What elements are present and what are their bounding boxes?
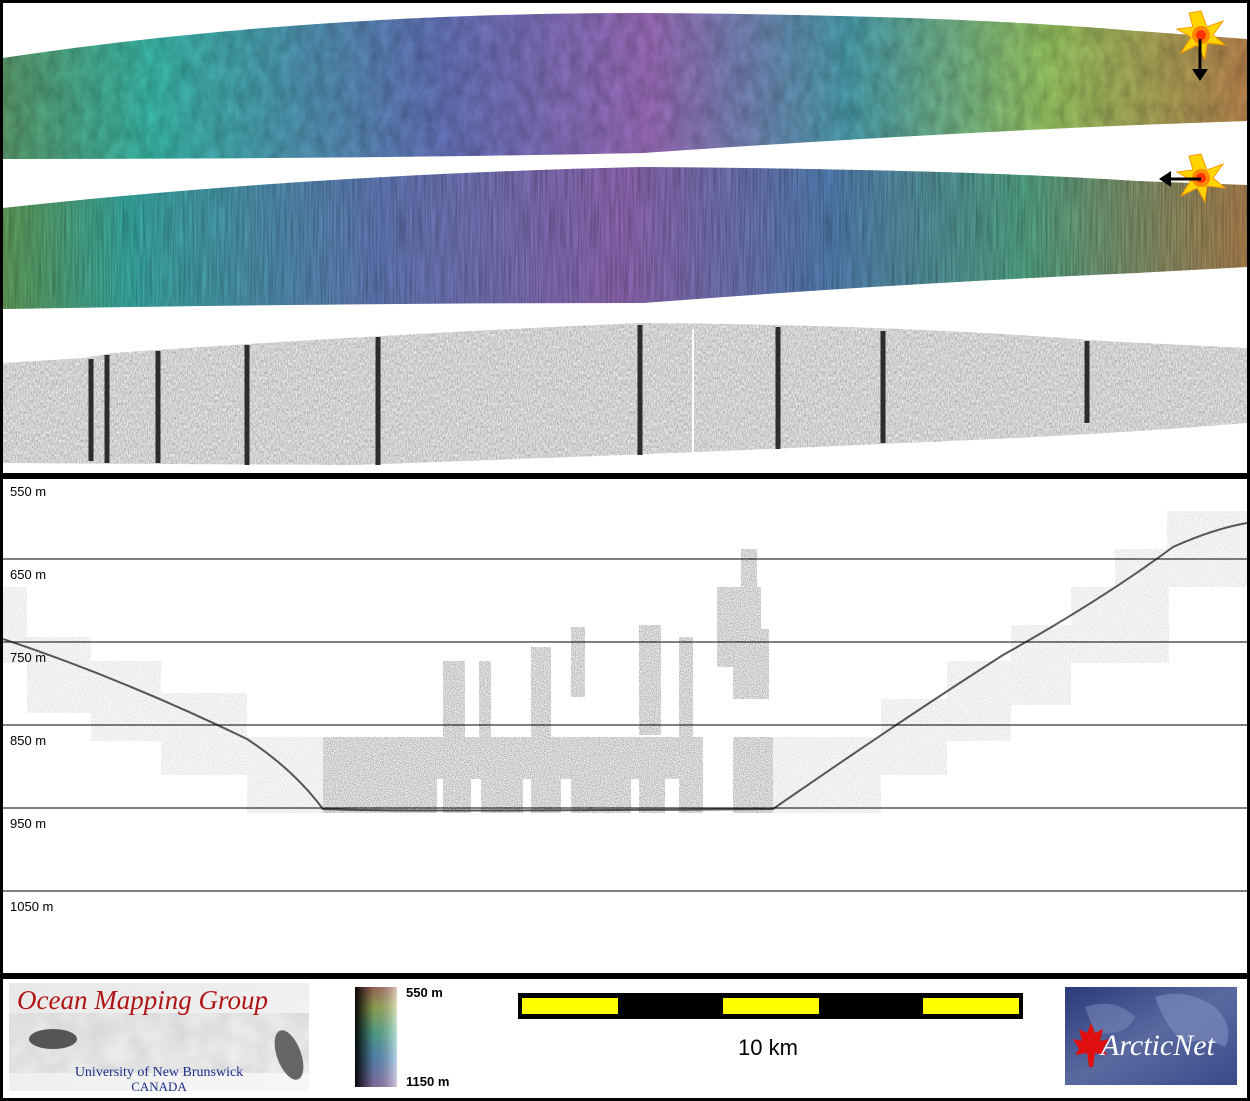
omg-country: CANADA <box>131 1079 187 1094</box>
colorbar-top-label: 550 m <box>406 985 443 1000</box>
legend-footer: Ocean Mapping Group University of New Br… <box>3 979 1247 1098</box>
arrow-left-icon <box>1159 171 1201 187</box>
depth-grid <box>3 558 1247 892</box>
omg-logo-artwork <box>9 983 309 1091</box>
swath-strips <box>3 10 1247 465</box>
colorbar-ramp <box>355 987 397 1087</box>
omg-university: University of New Brunswick <box>74 1065 244 1080</box>
centre-gaps <box>437 737 733 813</box>
scale-segment <box>723 998 819 1014</box>
arcticnet-logo-artwork <box>1065 987 1237 1085</box>
scale-segment <box>522 998 618 1014</box>
depth-colorbar <box>355 987 397 1087</box>
backscatter-strip <box>3 323 1247 465</box>
arrow-down-icon <box>1192 39 1208 81</box>
sonar-blocks-centre <box>323 549 773 813</box>
sonar-fish-silhouette <box>274 1030 304 1080</box>
omg-title: Ocean Mapping Group <box>17 985 268 1015</box>
scale-bar <box>518 993 1023 1019</box>
depth-label-850: 850 m <box>10 733 47 748</box>
colorbar-bottom-label: 1150 m <box>406 1074 450 1089</box>
depth-label-950: 950 m <box>10 816 47 831</box>
ocean-mapping-group-logo: Ocean Mapping Group University of New Br… <box>9 983 309 1094</box>
depth-label-550: 550 m <box>10 484 47 499</box>
scale-bar-label: 10 km <box>738 1035 798 1060</box>
depth-label-750: 750 m <box>10 650 47 665</box>
arcticnet-wordmark: ArcticNet <box>1101 1029 1215 1062</box>
depth-label-1050: 1050 m <box>10 899 54 914</box>
swath-panel <box>3 3 1247 473</box>
arcticnet-logo <box>1065 987 1237 1085</box>
scale-segment <box>923 998 1019 1014</box>
backscatter-seams <box>88 325 1090 465</box>
scale-bar-graphic <box>518 993 1023 1019</box>
sonar-blocks-right <box>773 511 1247 813</box>
seafloor-trace <box>3 522 1247 812</box>
ship-silhouette <box>29 1029 77 1049</box>
bathymetry-strip-east-lit <box>3 167 1247 309</box>
depth-profile <box>3 511 1247 892</box>
depth-profile-panel: 550 m 650 m 750 m 850 m 950 m 1050 m <box>3 479 1247 973</box>
maple-leaf-icon <box>1073 1023 1109 1067</box>
bathymetry-strip-north-lit <box>3 13 1247 159</box>
depth-label-650: 650 m <box>10 567 47 582</box>
